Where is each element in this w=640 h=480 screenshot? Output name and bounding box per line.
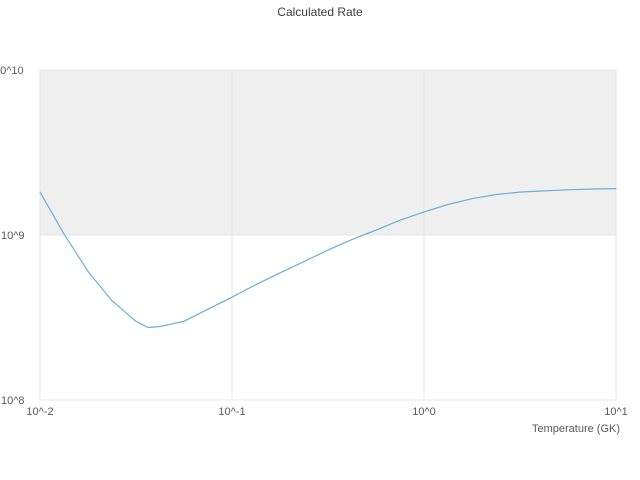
chart-title: Calculated Rate <box>277 5 363 19</box>
y-tick-1e8: 10^8 <box>1 395 25 407</box>
y-tick-1e10: 10^10 <box>0 65 24 77</box>
y-axis-ticks: 10^10 10^9 10^8 <box>0 65 25 407</box>
x-tick-1e0: 10^0 <box>412 406 436 418</box>
x-axis-ticks: 10^-2 10^-1 10^0 10^1 <box>26 406 627 418</box>
y-tick-1e9: 10^9 <box>1 230 25 242</box>
x-axis-label: Temperature (GK) <box>532 423 620 435</box>
x-tick-1e1: 10^1 <box>604 406 628 418</box>
gridlines <box>39 69 617 401</box>
rate-curve <box>39 188 617 329</box>
x-tick-1e-2: 10^-2 <box>26 406 53 418</box>
x-tick-1e-1: 10^-1 <box>218 406 245 418</box>
shaded-band <box>40 70 616 235</box>
